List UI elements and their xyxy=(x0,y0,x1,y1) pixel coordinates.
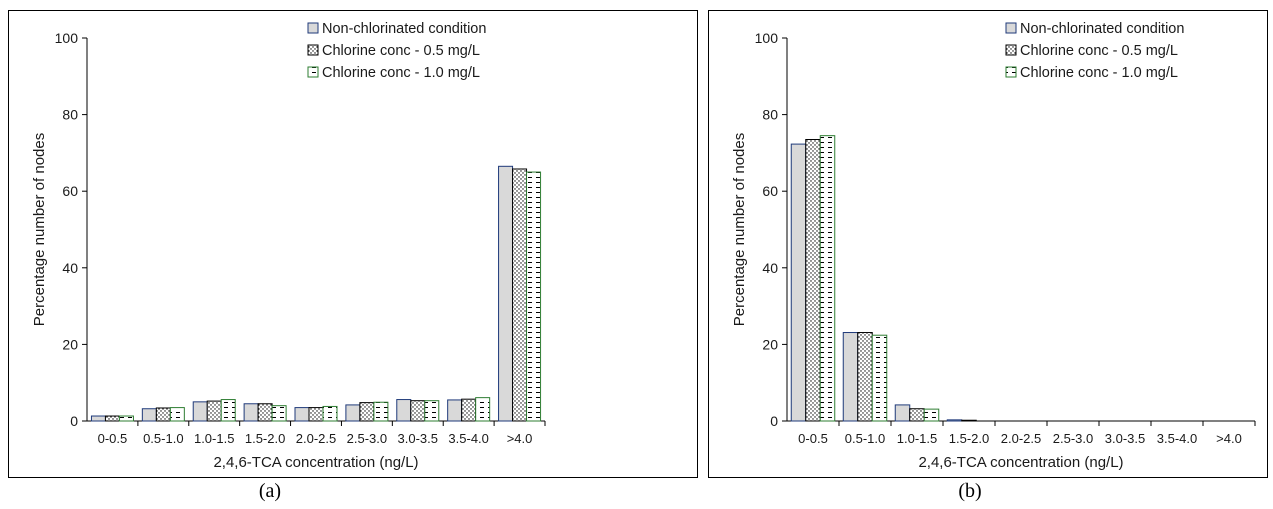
legend-label-1: Non-chlorinated condition xyxy=(1020,21,1184,37)
bar-3 xyxy=(923,408,940,422)
chart-panel-a: 0 20 40 60 80 100 0-0.5 0.5-1.0 1.0-1.5 1.5-2.0 2.… xyxy=(8,10,698,483)
bar-2 xyxy=(961,419,977,422)
x-tick-label: 3.0-3.5 xyxy=(398,431,438,446)
bar-1 xyxy=(894,404,911,422)
bar-3 xyxy=(271,405,287,422)
x-tick-label: 3.0-3.5 xyxy=(1105,431,1145,446)
x-tick-label: 3.5-4.0 xyxy=(1157,431,1197,446)
chart-border xyxy=(8,10,698,478)
legend: Non-chlorinated condition Chlorine conc -… xyxy=(1005,21,1184,81)
bar-2 xyxy=(857,332,873,422)
bar-2 xyxy=(206,400,222,422)
bar-1 xyxy=(294,407,310,422)
y-tick-label: 80 xyxy=(762,107,778,123)
legend-swatch-2 xyxy=(1005,44,1017,56)
legend-swatch-3 xyxy=(1005,66,1017,78)
x-tick-label: 2.5-3.0 xyxy=(347,431,387,446)
x-tick-label: 2.5-3.0 xyxy=(1053,431,1093,446)
bar-2 xyxy=(805,138,821,422)
y-tick-label: 20 xyxy=(762,336,778,352)
y-tick-label: 0 xyxy=(70,413,78,429)
bar-3 xyxy=(424,400,440,422)
bar-2 xyxy=(359,402,375,422)
legend-swatch-1 xyxy=(307,22,319,34)
legend-label-1: Non-chlorinated condition xyxy=(322,21,486,37)
x-tick-label: >4.0 xyxy=(507,431,533,446)
bar-2 xyxy=(308,407,324,422)
bar-2 xyxy=(257,403,273,422)
bar-3 xyxy=(373,401,389,422)
x-tick-label: 1.0-1.5 xyxy=(194,431,234,446)
chart-panel-b: 0 20 40 60 80 100 0-0.5 0.5-1.0 1.0-1.5 1.5-2.0 2.… xyxy=(708,10,1268,483)
bar-1 xyxy=(90,415,106,422)
bar-1 xyxy=(946,419,963,422)
bar-3 xyxy=(220,399,236,422)
bar-1 xyxy=(790,143,807,422)
bar-1 xyxy=(192,401,208,422)
chart-border xyxy=(708,10,1268,478)
x-tick-label: 2.0-2.5 xyxy=(296,431,336,446)
panel-label-a: (a) xyxy=(258,480,282,502)
bar-3 xyxy=(871,334,888,422)
bar-3 xyxy=(526,171,542,422)
bar-1 xyxy=(243,403,259,422)
legend: Non-chlorinated condition Chlorine conc -… xyxy=(307,21,486,81)
x-tick-label: 0.5-1.0 xyxy=(845,431,885,446)
x-tick-label: 0.5-1.0 xyxy=(143,431,183,446)
bar-1 xyxy=(396,399,412,422)
x-tick-label: 1.5-2.0 xyxy=(245,431,285,446)
legend-label-3: Chlorine conc - 1.0 mg/L xyxy=(1020,65,1178,81)
x-tick-label: 1.0-1.5 xyxy=(897,431,937,446)
chart-a-svg: 0 20 40 60 80 100 0-0.5 0.5-1.0 1.0-1.5 1.5-2.0 2.… xyxy=(8,10,698,478)
legend-label-3: Chlorine conc - 1.0 mg/L xyxy=(322,65,480,81)
y-tick-label: 20 xyxy=(62,336,78,352)
bar-1 xyxy=(842,332,859,422)
legend-label-2: Chlorine conc - 0.5 mg/L xyxy=(322,43,480,59)
y-tick-label: 60 xyxy=(62,183,78,199)
chart-b-svg: 0 20 40 60 80 100 0-0.5 0.5-1.0 1.0-1.5 1.5-2.0 2.… xyxy=(708,10,1268,478)
legend-swatch-2 xyxy=(307,44,319,56)
bar-1 xyxy=(141,408,157,422)
bar-3 xyxy=(118,415,134,422)
x-tick-label: 0-0.5 xyxy=(98,431,128,446)
x-tick-label: >4.0 xyxy=(1216,431,1242,446)
x-axis-label: 2,4,6-TCA concentration (ng/L) xyxy=(213,454,418,471)
x-tick-label: 1.5-2.0 xyxy=(949,431,989,446)
y-tick-label: 100 xyxy=(55,30,79,46)
bar-3 xyxy=(169,407,185,422)
bar-2 xyxy=(909,408,925,422)
y-tick-label: 60 xyxy=(762,183,778,199)
legend-swatch-1 xyxy=(1005,22,1017,34)
y-tick-label: 0 xyxy=(770,413,778,429)
x-tick-label: 2.0-2.5 xyxy=(1001,431,1041,446)
legend-label-2: Chlorine conc - 0.5 mg/L xyxy=(1020,43,1178,59)
bar-2 xyxy=(461,398,477,422)
y-axis-label: Percentage number of nodes xyxy=(31,133,48,326)
y-tick-label: 80 xyxy=(62,107,78,123)
bar-2 xyxy=(512,168,528,422)
legend-swatch-3 xyxy=(307,66,319,78)
y-axis-label: Percentage number of nodes xyxy=(731,133,748,326)
y-tick-label: 100 xyxy=(755,30,779,46)
bar-2 xyxy=(104,415,120,422)
bar-3 xyxy=(322,405,338,422)
bar-3 xyxy=(475,397,491,422)
bar-1 xyxy=(345,404,361,422)
bar-3 xyxy=(819,135,836,422)
panel-label-b: (b) xyxy=(958,480,982,502)
bar-2 xyxy=(410,400,426,422)
y-tick-label: 40 xyxy=(762,260,778,276)
x-tick-label: 3.5-4.0 xyxy=(448,431,488,446)
x-axis-label: 2,4,6-TCA concentration (ng/L) xyxy=(918,454,1123,471)
bar-1 xyxy=(447,399,463,422)
bar-1 xyxy=(498,165,514,422)
y-tick-label: 40 xyxy=(62,260,78,276)
bar-2 xyxy=(155,407,171,422)
x-tick-label: 0-0.5 xyxy=(798,431,828,446)
